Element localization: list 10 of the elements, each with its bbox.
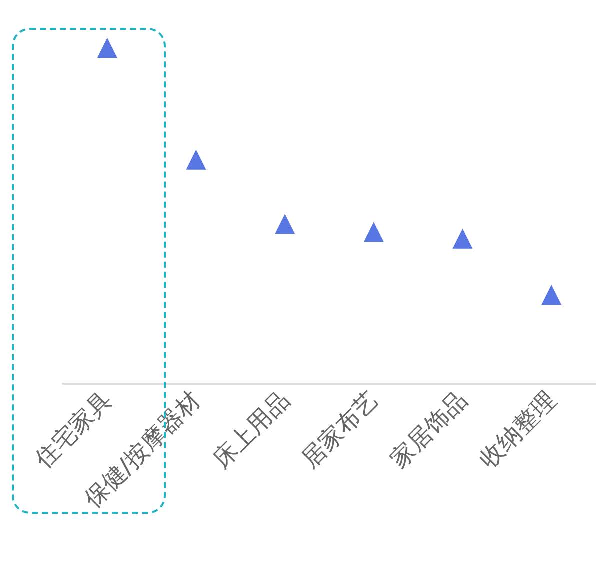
point	[452, 228, 473, 249]
point	[275, 214, 296, 234]
point	[97, 38, 118, 58]
point	[542, 284, 562, 305]
x-tick-label: 家居饰品	[384, 386, 473, 474]
x-tick-label: 收纳整理	[474, 386, 562, 474]
point	[364, 222, 384, 242]
x-tick-label: 居家布艺	[296, 386, 384, 474]
point	[186, 150, 206, 170]
x-tick-label: 床上用品	[207, 386, 295, 474]
